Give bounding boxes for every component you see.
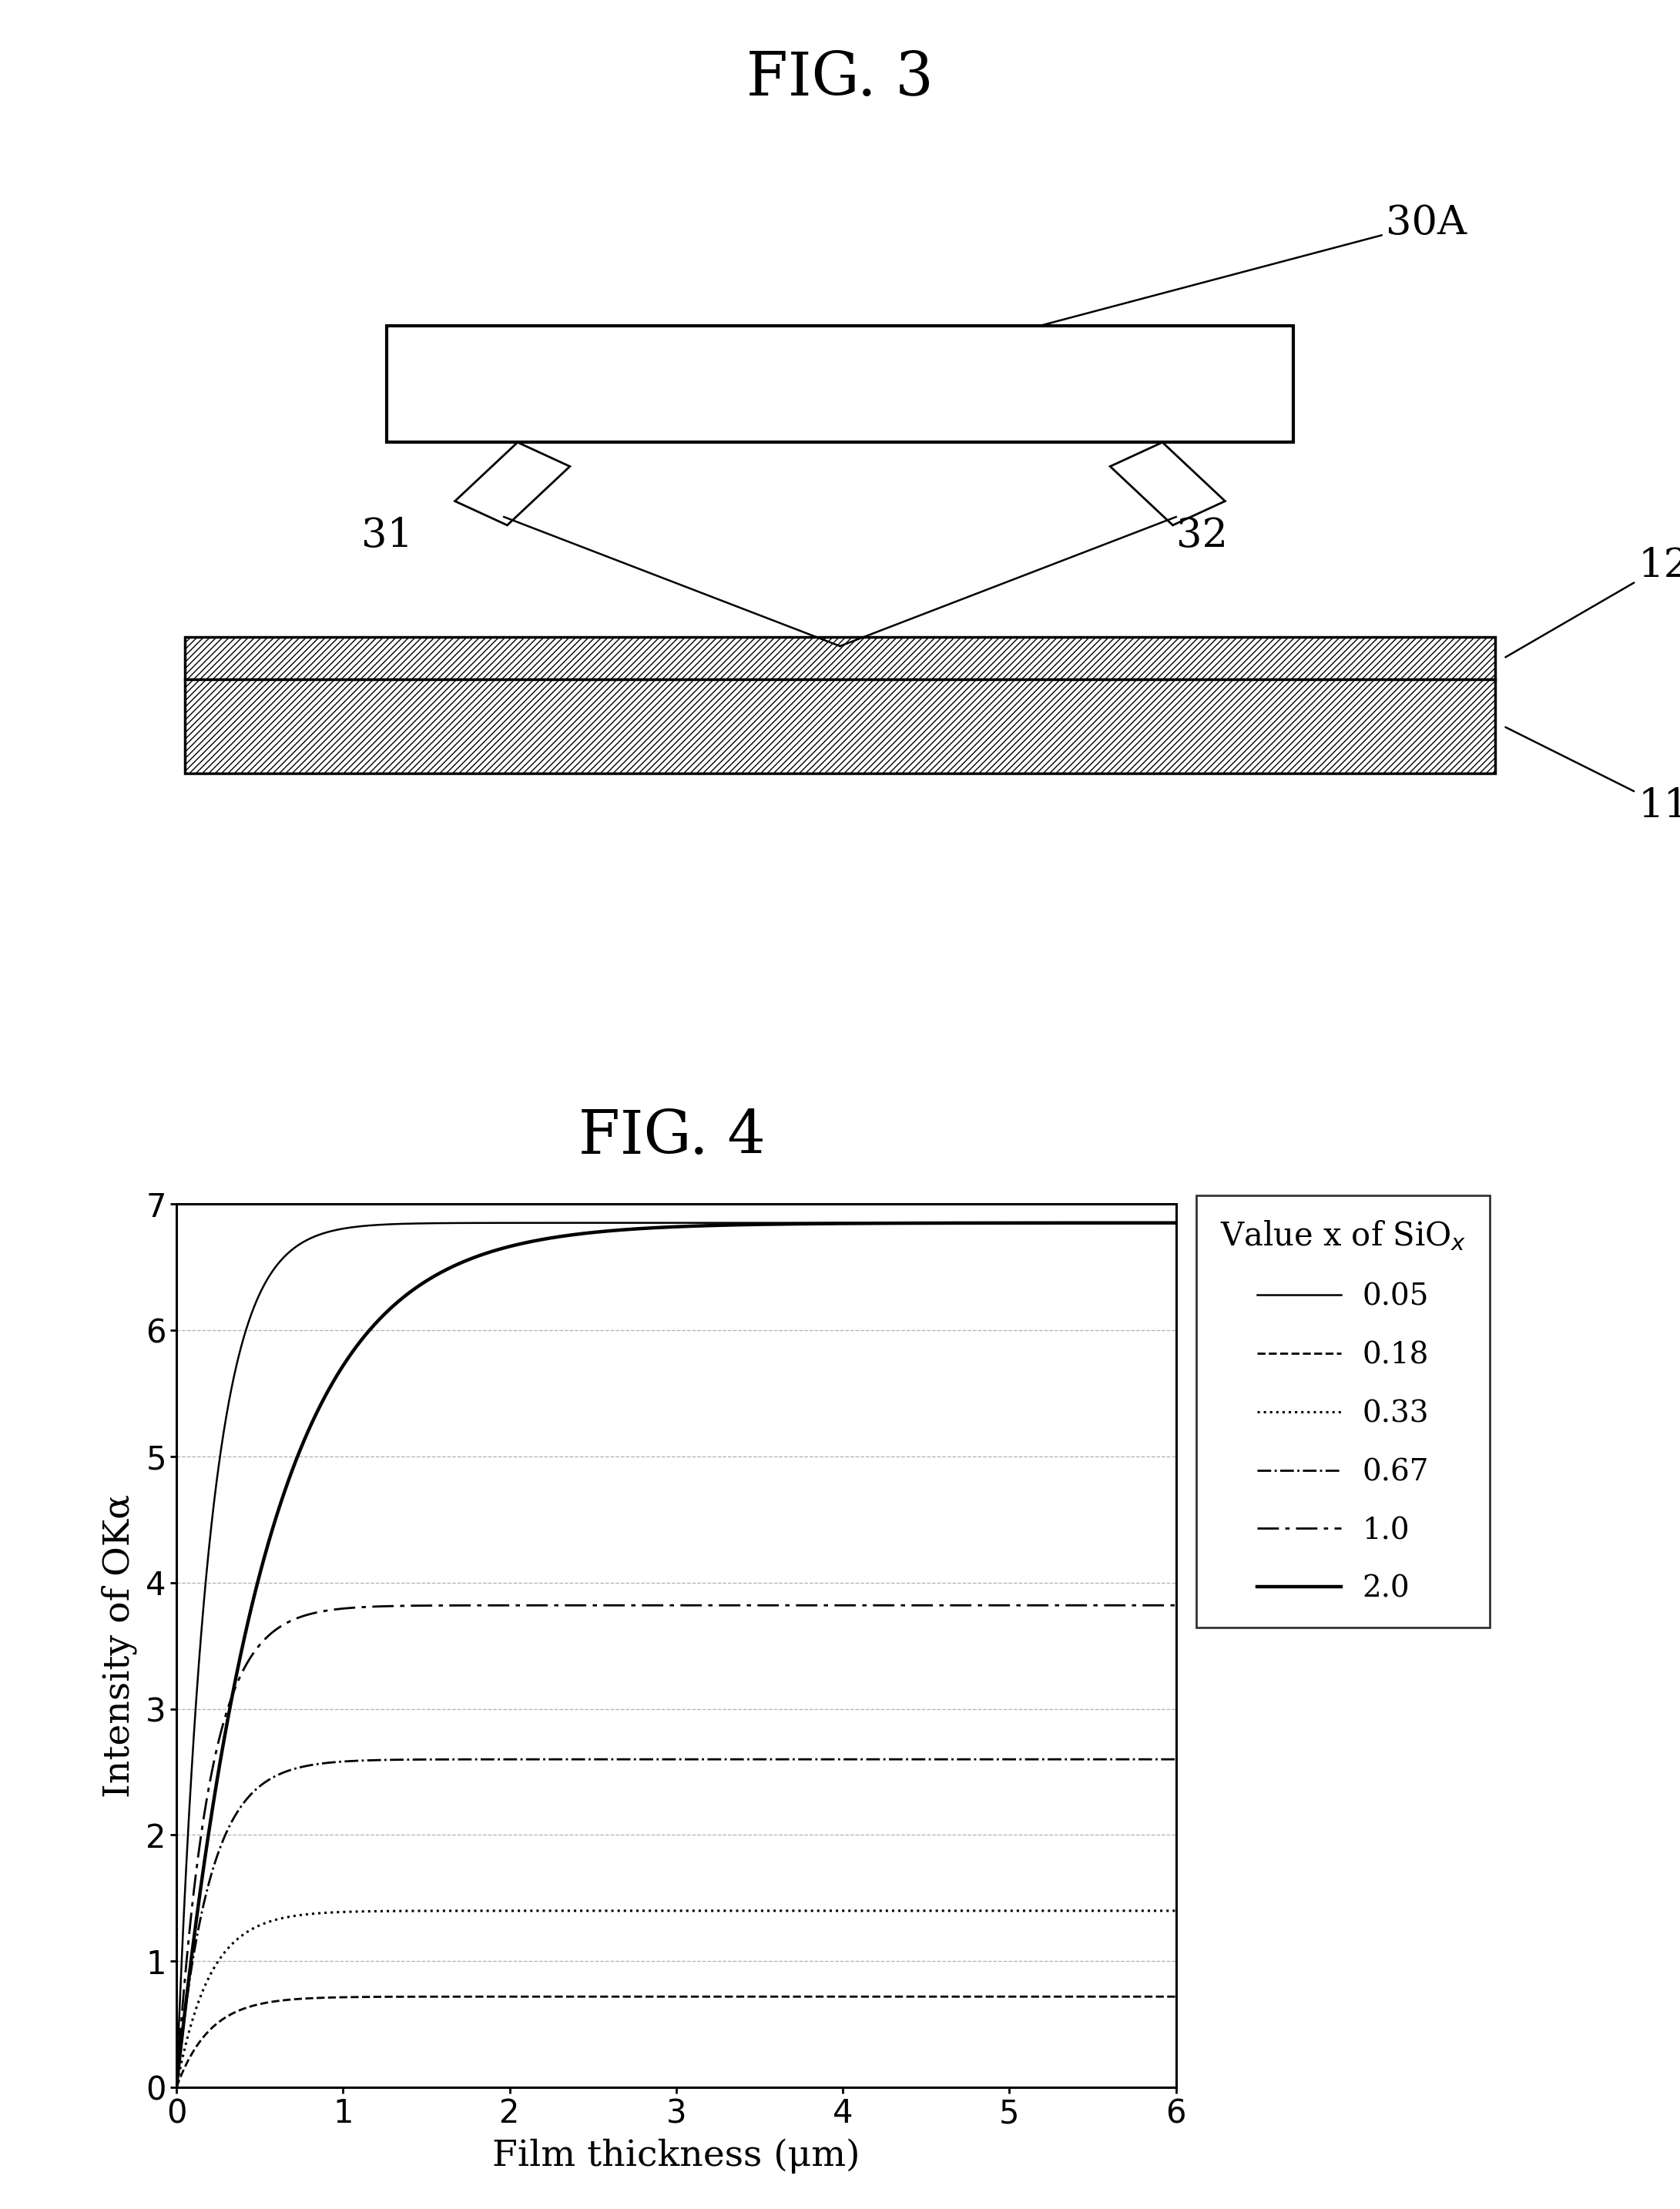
Bar (1110, 442, 1225, 526)
Text: 12: 12 (1505, 546, 1680, 658)
Text: FIG. 4: FIG. 4 (578, 1109, 766, 1166)
Bar (185, 636, 1495, 680)
Bar (185, 680, 1495, 773)
Text: 11: 11 (1505, 727, 1680, 826)
Y-axis label: Intensity of OKα: Intensity of OKα (101, 1493, 138, 1798)
Legend: 0.05, 0.18, 0.33, 0.67, 1.0, 2.0: 0.05, 0.18, 0.33, 0.67, 1.0, 2.0 (1196, 1195, 1490, 1628)
Text: 30A: 30A (1042, 203, 1467, 325)
Text: 32: 32 (1176, 517, 1228, 554)
Bar (455, 442, 570, 526)
Text: FIG. 3: FIG. 3 (746, 49, 934, 108)
X-axis label: Film thickness (μm): Film thickness (μm) (492, 2138, 860, 2174)
Bar (386, 325, 1294, 442)
Text: 31: 31 (361, 517, 413, 554)
